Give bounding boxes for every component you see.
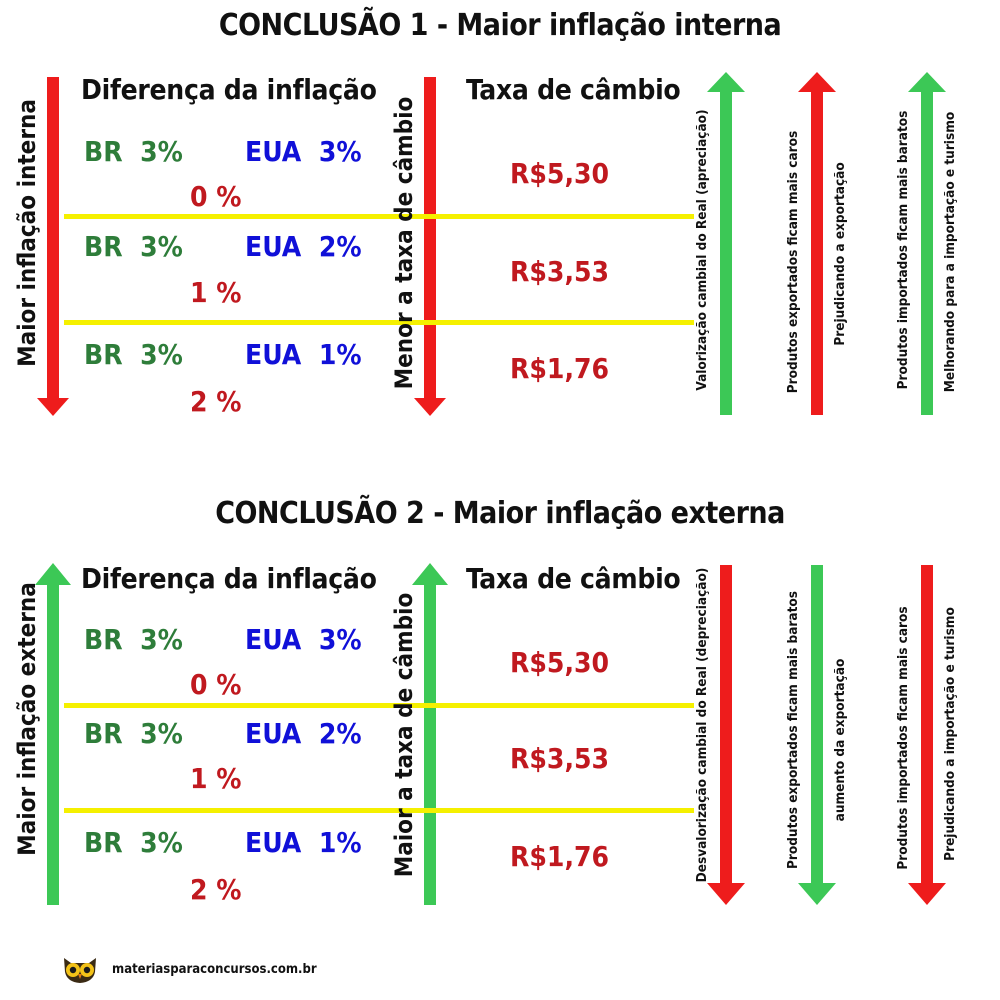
s2-row1-exchange: R$5,30: [510, 646, 610, 679]
s1-row2-eua: EUA 2%: [245, 230, 362, 263]
s2-row1-br: BR 3%: [84, 623, 183, 656]
s1-header-diff: Diferença da inflação: [81, 73, 377, 106]
s2-title: CONCLUSÃO 2 - Maior inflação externa: [215, 496, 785, 531]
s1-effect-arrow-green-up-2: [908, 72, 946, 415]
s1-left-axis-label: Maior inflação interna: [13, 99, 41, 367]
s1-separator-1: [64, 214, 694, 219]
s1-row1-diff: 0 %: [190, 180, 242, 213]
s2-effect-arrow-red-down-2: [908, 565, 946, 905]
owl-icon: [64, 958, 96, 983]
s2-mid-arrow-up: [412, 563, 448, 905]
s2-left-arrow-up: [35, 563, 71, 905]
s2-separator-2: [64, 808, 694, 813]
s1-effect-arrow-red-up: [798, 72, 836, 415]
s2-row2-diff: 1 %: [190, 762, 242, 795]
s2-header-diff: Diferença da inflação: [81, 562, 377, 595]
s2-row3-diff: 2 %: [190, 873, 242, 906]
s1-effect-arrow-green-up: [707, 72, 745, 415]
s1-mid-arrow-down: [414, 77, 446, 416]
s2-effect-4: Produtos importados ficam mais caros: [895, 606, 911, 870]
s1-row3-eua: EUA 1%: [245, 338, 362, 371]
s2-row3-br: BR 3%: [84, 826, 183, 859]
s1-row2-exchange: R$3,53: [510, 255, 610, 288]
s1-effect-4: Produtos importados ficam mais baratos: [895, 110, 911, 390]
s2-effect-3: aumento da exportação: [832, 658, 848, 822]
s1-effect-5: Melhorando para a importação e turismo: [942, 111, 958, 393]
s2-separator-1: [64, 703, 694, 708]
s2-header-rate: Taxa de câmbio: [466, 562, 681, 595]
s1-effect-1: Valorização cambial do Real (apreciação): [694, 109, 710, 391]
s2-row3-exchange: R$1,76: [510, 840, 610, 873]
s2-row2-exchange: R$3,53: [510, 742, 610, 775]
s2-effect-1: Desvalorização cambial do Real (deprecia…: [694, 567, 710, 883]
s1-row2-br: BR 3%: [84, 230, 183, 263]
s2-effect-arrow-green-down: [798, 565, 836, 905]
s1-row1-br: BR 3%: [84, 135, 183, 168]
s1-mid-axis-label: Menor a taxa de câmbio: [390, 96, 418, 390]
s2-left-axis-label: Maior inflação externa: [13, 582, 41, 856]
s2-row2-eua: EUA 2%: [245, 717, 362, 750]
s1-row2-diff: 1 %: [190, 276, 242, 309]
s2-effect-arrow-red-down: [707, 565, 745, 905]
footer-site: materiasparaconcursos.com.br: [112, 962, 317, 977]
s1-effect-3: Prejudicando a exportação: [832, 162, 848, 346]
s2-mid-axis-label: Maior a taxa de câmbio: [390, 592, 418, 878]
s1-row1-eua: EUA 3%: [245, 135, 362, 168]
s1-header-rate: Taxa de câmbio: [466, 73, 681, 106]
s1-effect-2: Produtos exportados ficam mais caros: [785, 130, 801, 394]
s2-row1-eua: EUA 3%: [245, 623, 362, 656]
s2-row1-diff: 0 %: [190, 668, 242, 701]
s1-title: CONCLUSÃO 1 - Maior inflação interna: [218, 8, 782, 43]
s1-row3-br: BR 3%: [84, 338, 183, 371]
s2-row2-br: BR 3%: [84, 717, 183, 750]
s1-separator-2: [64, 320, 694, 325]
s2-row3-eua: EUA 1%: [245, 826, 362, 859]
s1-row3-exchange: R$1,76: [510, 352, 610, 385]
s2-effect-5: Prejudicando a importação e turismo: [942, 607, 958, 861]
s1-row1-exchange: R$5,30: [510, 157, 610, 190]
s1-left-arrow-down: [37, 77, 69, 416]
s1-row3-diff: 2 %: [190, 385, 242, 418]
s2-effect-2: Produtos exportados ficam mais baratos: [785, 591, 801, 869]
